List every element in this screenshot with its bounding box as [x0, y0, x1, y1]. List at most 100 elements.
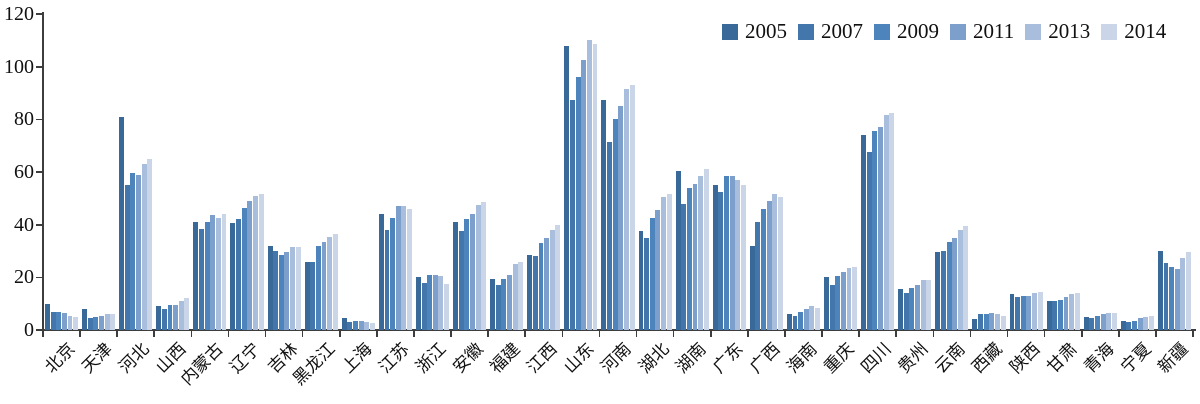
x-tick — [932, 330, 935, 337]
bar-2007 — [903, 293, 909, 330]
bar-2014 — [369, 323, 375, 330]
x-tick — [969, 330, 972, 337]
y-tick-label: 0 — [24, 319, 34, 341]
x-tick-label: 河北 — [115, 339, 153, 377]
bar-2007 — [236, 219, 242, 330]
bar-2014 — [481, 202, 487, 330]
x-tick-label: 甘肃 — [1042, 339, 1081, 377]
bar-2005 — [267, 245, 273, 330]
bar-2014 — [740, 185, 746, 330]
bar-2013 — [735, 179, 741, 330]
bar-2009 — [686, 187, 692, 330]
bar-2014 — [703, 169, 709, 330]
bar-2007 — [940, 251, 946, 330]
bar-2014 — [258, 194, 264, 330]
bar-2005 — [638, 231, 644, 330]
bar-2011 — [284, 252, 290, 330]
bar-2014 — [184, 298, 190, 330]
bar-2007 — [50, 311, 56, 330]
bar-2005 — [898, 289, 904, 330]
bar-2005 — [564, 45, 570, 330]
bar-2009 — [353, 320, 358, 330]
bar-2011 — [878, 127, 883, 330]
bar-2007 — [829, 285, 835, 330]
bar-2005 — [786, 314, 792, 330]
bar-2009 — [130, 173, 136, 330]
x-tick — [524, 330, 527, 337]
bar-2009 — [501, 278, 507, 330]
bar-2011 — [1063, 297, 1069, 330]
bar-2009 — [1094, 315, 1100, 330]
bar-2014 — [295, 247, 301, 330]
bar-2011 — [61, 312, 67, 330]
x-tick-label: 福建 — [486, 339, 524, 377]
bar-2013 — [364, 322, 370, 330]
y-tick-label: 60 — [14, 161, 34, 183]
bar-2014 — [1148, 315, 1154, 330]
bar-2014 — [555, 224, 561, 330]
bar-2011 — [544, 237, 550, 330]
bar-2013 — [253, 195, 258, 330]
bar-2011 — [358, 320, 364, 330]
bar-2005 — [304, 261, 310, 330]
bar-2005 — [1120, 320, 1126, 330]
bar-2013 — [67, 315, 73, 330]
bar-2005 — [1083, 316, 1089, 330]
bar-2014 — [110, 314, 116, 330]
bar-2014 — [926, 279, 932, 330]
bar-2005 — [415, 277, 421, 330]
bar-2011 — [210, 215, 216, 330]
x-tick-label: 北京 — [41, 339, 79, 377]
bar-2013 — [586, 40, 592, 330]
x-tick — [784, 330, 786, 337]
x-tick — [376, 330, 378, 337]
bar-2005 — [972, 319, 978, 330]
x-tick-label: 安徽 — [449, 339, 487, 377]
bar-2007 — [384, 229, 390, 330]
legend-label: 2011 — [973, 19, 1015, 43]
bar-2007 — [199, 228, 204, 330]
bar-2011 — [98, 315, 104, 330]
bar-2005 — [341, 318, 347, 330]
bar-2009 — [724, 175, 729, 330]
bar-2011 — [1100, 314, 1106, 330]
bar-2011 — [1137, 318, 1143, 330]
bar-2005 — [861, 135, 867, 330]
x-tick — [598, 330, 601, 337]
bar-2007 — [458, 231, 464, 330]
bar-2013 — [883, 115, 889, 330]
bar-2014 — [666, 194, 672, 330]
bar-2011 — [432, 274, 438, 330]
bar-2009 — [1057, 299, 1063, 330]
bar-2011 — [1174, 269, 1180, 330]
bar-2009 — [649, 218, 655, 330]
bar-2005 — [378, 214, 384, 330]
bar-2009 — [612, 119, 618, 330]
bar-2009 — [835, 276, 841, 330]
x-tick-label: 贵州 — [894, 339, 932, 377]
legend-swatch — [1025, 23, 1042, 40]
bar-2013 — [327, 236, 333, 330]
x-tick — [42, 330, 44, 337]
x-tick — [190, 330, 193, 337]
bar-2009 — [315, 245, 321, 330]
legend-swatch — [1101, 23, 1118, 40]
legend-swatch — [874, 23, 890, 40]
y-tick-label: 100 — [4, 55, 34, 78]
bar-2009 — [872, 131, 878, 330]
bar-2005 — [490, 278, 496, 330]
legend-item: 2014 — [1101, 21, 1166, 42]
bar-2005 — [935, 252, 941, 330]
x-tick-label: 辽宁 — [226, 339, 265, 377]
bar-2009 — [538, 243, 544, 330]
legend-swatch — [722, 23, 738, 40]
x-tick-label: 广东 — [709, 339, 747, 377]
bar-2005 — [712, 185, 718, 330]
x-tick — [1080, 330, 1083, 337]
bar-2009 — [909, 287, 915, 330]
x-tick-label: 山东 — [560, 339, 599, 377]
bar-2007 — [718, 191, 724, 330]
bar-2007 — [161, 308, 167, 330]
x-tick-label: 海南 — [783, 339, 821, 377]
legend-swatch — [950, 23, 966, 40]
